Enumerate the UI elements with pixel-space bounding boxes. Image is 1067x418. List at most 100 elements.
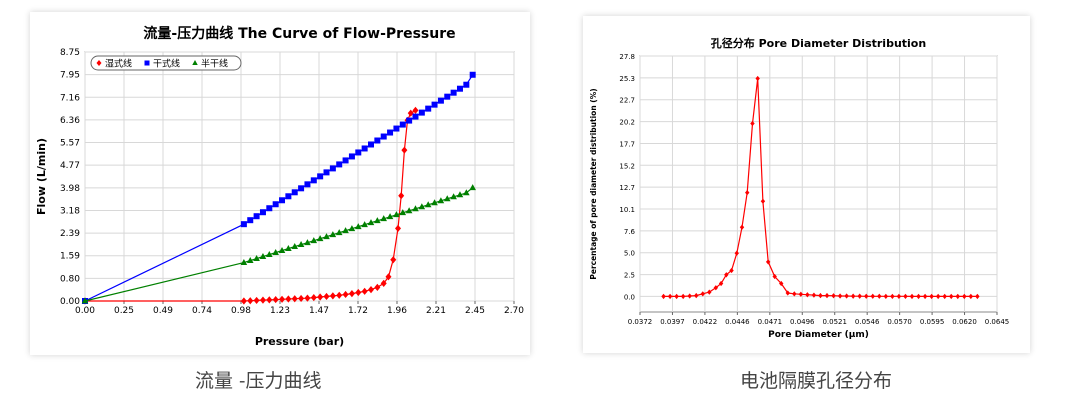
data-point bbox=[463, 81, 470, 88]
x-tick-label: 2.70 bbox=[504, 306, 524, 316]
data-point bbox=[355, 288, 362, 297]
data-point bbox=[739, 224, 745, 230]
data-point bbox=[380, 133, 387, 140]
legend-marker bbox=[96, 60, 102, 66]
y-tick-label: 5.57 bbox=[60, 139, 80, 149]
data-point bbox=[272, 201, 279, 208]
data-point bbox=[844, 293, 849, 299]
data-point bbox=[348, 225, 356, 232]
data-point bbox=[285, 193, 292, 200]
y-tick-label: 0.80 bbox=[60, 274, 80, 284]
data-point bbox=[336, 161, 343, 168]
y-tick-label: 22.7 bbox=[619, 97, 635, 105]
y-axis-label: Percentage of pore diameter distribution… bbox=[589, 88, 598, 279]
data-point bbox=[285, 245, 292, 252]
data-point bbox=[298, 294, 305, 303]
data-point bbox=[380, 279, 387, 287]
data-point bbox=[386, 213, 394, 220]
data-point bbox=[342, 227, 349, 234]
data-point bbox=[399, 121, 406, 128]
legend-label: 半干线 bbox=[201, 58, 228, 70]
x-tick-label: 0.0645 bbox=[985, 318, 1010, 326]
data-point bbox=[661, 293, 666, 300]
plot-area bbox=[639, 55, 998, 313]
x-tick-label: 1.72 bbox=[348, 306, 368, 316]
x-tick-label: 0.0397 bbox=[660, 318, 685, 326]
y-tick-label: 0.00 bbox=[60, 297, 80, 307]
data-point bbox=[443, 195, 451, 202]
data-point bbox=[329, 292, 336, 300]
y-tick-label: 1.59 bbox=[60, 252, 80, 262]
x-tick-label: 0.00 bbox=[75, 306, 95, 316]
data-point bbox=[425, 105, 432, 112]
data-point bbox=[361, 221, 368, 228]
y-tick-label: 8.75 bbox=[60, 48, 80, 58]
plot-area bbox=[84, 51, 515, 302]
data-point bbox=[304, 181, 311, 188]
data-point bbox=[831, 293, 836, 299]
data-point bbox=[407, 109, 414, 117]
data-point bbox=[81, 297, 89, 304]
x-tick-label: 1.47 bbox=[309, 306, 329, 316]
flow-pressure-caption: 流量 -压力曲线 bbox=[195, 370, 322, 392]
data-point bbox=[824, 292, 830, 299]
data-point bbox=[317, 293, 324, 301]
y-tick-label: 20.2 bbox=[619, 119, 635, 127]
data-point bbox=[909, 293, 915, 300]
data-point bbox=[745, 190, 750, 196]
data-point bbox=[266, 251, 273, 258]
x-tick-label: 0.25 bbox=[114, 306, 134, 316]
data-point bbox=[342, 157, 349, 164]
x-tick-label: 0.0446 bbox=[725, 318, 750, 326]
data-point bbox=[354, 223, 362, 230]
data-point bbox=[342, 290, 349, 299]
data-point bbox=[456, 85, 463, 92]
data-point bbox=[760, 198, 766, 204]
data-point bbox=[469, 184, 476, 191]
data-point bbox=[247, 217, 254, 224]
data-point bbox=[361, 145, 368, 152]
data-point bbox=[393, 125, 400, 132]
data-point bbox=[336, 291, 343, 299]
data-point bbox=[401, 146, 408, 154]
data-point bbox=[240, 221, 247, 228]
legend-box bbox=[90, 55, 242, 71]
x-tick-label: 0.0620 bbox=[952, 318, 977, 326]
data-point bbox=[259, 253, 267, 260]
data-point bbox=[361, 287, 368, 295]
data-point bbox=[329, 165, 336, 172]
pore-diameter-chart-card: 孔径分布 Pore Diameter Distribution 0.0 2.5 5.0… bbox=[583, 16, 1030, 353]
data-point bbox=[279, 197, 286, 204]
data-point bbox=[323, 292, 330, 301]
y-tick-label: 7.16 bbox=[60, 93, 80, 103]
x-tick-label: 0.0521 bbox=[822, 318, 847, 326]
x-tick-label: 0.0595 bbox=[920, 318, 945, 326]
x-tick-label: 2.45 bbox=[465, 306, 485, 316]
chart-title: 孔径分布 Pore Diameter Distribution bbox=[711, 36, 926, 50]
y-tick-label: 2.5 bbox=[624, 272, 635, 280]
y-tick-label: 7.95 bbox=[60, 71, 80, 81]
flow-pressure-chart: 流量-压力曲线 The Curve of Flow-Pressure0.000.… bbox=[35, 25, 524, 348]
data-point bbox=[469, 71, 476, 78]
series-3 bbox=[81, 184, 476, 304]
data-point bbox=[896, 293, 902, 299]
legend-marker bbox=[144, 60, 150, 66]
data-point bbox=[253, 254, 260, 261]
data-point bbox=[393, 211, 400, 218]
data-point bbox=[253, 296, 260, 305]
x-tick-label: 0.74 bbox=[192, 306, 212, 316]
data-point bbox=[374, 283, 381, 291]
data-point bbox=[431, 101, 438, 108]
data-point bbox=[323, 233, 330, 240]
data-point bbox=[291, 243, 299, 250]
data-point bbox=[916, 293, 921, 300]
y-tick-label: 10.1 bbox=[619, 206, 635, 214]
data-point bbox=[317, 173, 324, 180]
x-tick-label: 0.0546 bbox=[855, 318, 880, 326]
data-point bbox=[285, 295, 292, 303]
data-point bbox=[450, 193, 457, 200]
data-point bbox=[405, 207, 413, 214]
y-tick-label: 5.0 bbox=[624, 250, 635, 258]
x-tick-label: 2.21 bbox=[426, 306, 446, 316]
y-tick-label: 0.0 bbox=[624, 293, 635, 301]
